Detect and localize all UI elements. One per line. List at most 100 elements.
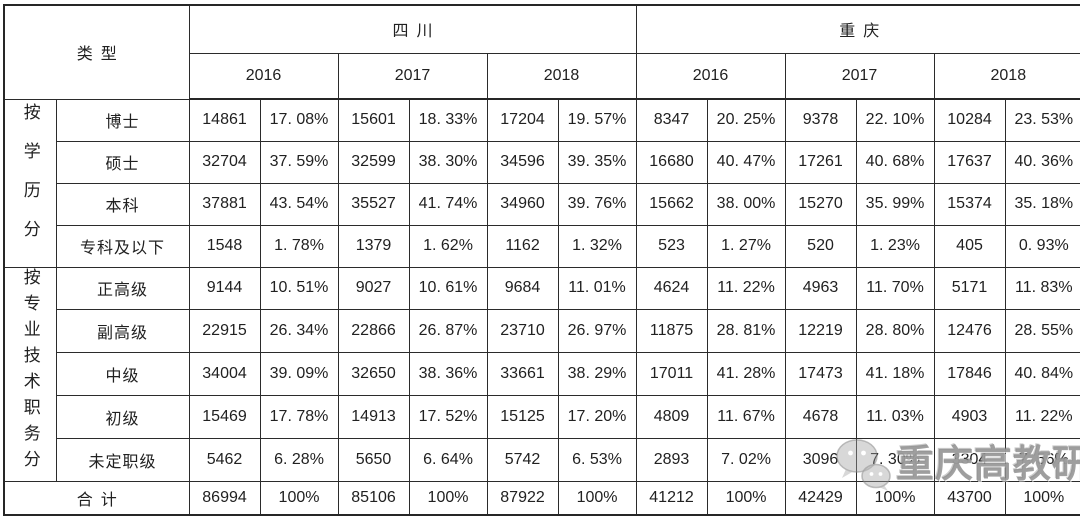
table-row-associate-below: 专科及以下 1548 1. 78% 1379 1. 62% 1162 1. 32… <box>4 224 1080 268</box>
data-cell: 7. 56% <box>1004 437 1080 482</box>
column-header-year: 2017 <box>337 52 488 100</box>
data-cell: 5171 <box>933 266 1006 311</box>
data-cell: 87922 <box>486 480 559 516</box>
data-cell: 6. 64% <box>408 437 488 482</box>
data-cell: 9684 <box>486 266 559 311</box>
data-cell: 35527 <box>337 182 410 226</box>
column-header-year: 2018 <box>486 52 637 100</box>
data-cell: 100% <box>706 480 786 516</box>
row-label: 硕士 <box>55 140 190 184</box>
data-cell: 26. 87% <box>408 309 488 354</box>
data-cell: 41212 <box>635 480 708 516</box>
data-cell: 1. 62% <box>408 224 488 268</box>
row-group-professional-rank: 按专业技术职务分 <box>3 266 57 482</box>
row-label: 中级 <box>55 352 190 396</box>
data-cell: 15601 <box>337 98 410 142</box>
data-cell: 28. 81% <box>706 309 786 354</box>
data-cell: 38. 30% <box>408 140 488 184</box>
data-cell: 42429 <box>784 480 857 516</box>
data-cell: 38. 00% <box>706 182 786 226</box>
data-cell: 0. 93% <box>1004 224 1080 268</box>
data-cell: 1. 23% <box>855 224 935 268</box>
data-cell: 41. 74% <box>408 182 488 226</box>
data-cell: 1548 <box>188 224 261 268</box>
header-row-regions: 类型 四川 重庆 <box>3 4 1080 100</box>
data-cell: 26. 97% <box>557 309 637 354</box>
data-cell: 11. 83% <box>1004 266 1080 311</box>
data-cell: 37881 <box>188 182 261 226</box>
table-row-total: 合计 86994 100% 85106 100% 87922 100% 4121… <box>3 480 1080 516</box>
data-cell: 11. 22% <box>706 266 786 311</box>
data-cell: 28. 55% <box>1004 309 1080 354</box>
data-cell: 8347 <box>635 98 708 142</box>
row-label: 专科及以下 <box>55 224 190 268</box>
data-cell: 9027 <box>337 266 410 311</box>
data-cell: 100% <box>1004 480 1080 516</box>
data-cell: 100% <box>408 480 488 516</box>
data-cell: 41. 28% <box>706 352 786 396</box>
row-group-label: 按专业技术职务分 <box>20 267 40 476</box>
data-cell: 405 <box>933 224 1006 268</box>
data-cell: 17. 78% <box>259 394 339 439</box>
data-cell: 23710 <box>486 309 559 354</box>
table-row-senior-full: 按专业技术职务分 正高级 9144 10. 51% 9027 10. 61% 9… <box>3 266 1080 482</box>
row-label: 博士 <box>55 98 190 142</box>
data-cell: 15469 <box>188 394 261 439</box>
data-cell: 17. 52% <box>408 394 488 439</box>
data-cell: 523 <box>635 224 708 268</box>
data-cell: 10. 51% <box>259 266 339 311</box>
data-cell: 15270 <box>784 182 857 226</box>
table-row-junior: 初级 15469 17. 78% 14913 17. 52% 15125 17.… <box>4 394 1080 439</box>
row-group-label: 按学历分 <box>20 102 40 259</box>
data-cell: 17204 <box>486 98 559 142</box>
data-cell: 18. 33% <box>408 98 488 142</box>
data-cell: 9144 <box>188 266 261 311</box>
data-cell: 100% <box>557 480 637 516</box>
table-row-intermediate: 中级 34004 39. 09% 32650 38. 36% 33661 38.… <box>4 352 1080 396</box>
column-header-region-sichuan: 四川 <box>188 4 637 54</box>
data-cell: 39. 35% <box>557 140 637 184</box>
column-header-year: 2018 <box>933 52 1080 100</box>
data-cell: 4624 <box>635 266 708 311</box>
data-cell: 43. 54% <box>259 182 339 226</box>
data-cell: 1. 27% <box>706 224 786 268</box>
column-header-type: 类型 <box>3 4 190 100</box>
data-cell: 11. 67% <box>706 394 786 439</box>
data-cell: 32650 <box>337 352 410 396</box>
data-cell: 15374 <box>933 182 1006 226</box>
data-cell: 11. 22% <box>1004 394 1080 439</box>
data-cell: 23. 53% <box>1004 98 1080 142</box>
data-cell: 17. 20% <box>557 394 637 439</box>
table-row-undetermined: 未定职级 5462 6. 28% 5650 6. 64% 5742 6. 53%… <box>4 437 1080 482</box>
data-cell: 35. 18% <box>1004 182 1080 226</box>
data-cell: 7. 30% <box>855 437 935 482</box>
data-cell: 39. 76% <box>557 182 637 226</box>
data-cell: 38. 29% <box>557 352 637 396</box>
data-cell: 1162 <box>486 224 559 268</box>
data-cell: 11. 03% <box>855 394 935 439</box>
data-cell: 3304 <box>933 437 1006 482</box>
data-cell: 11. 01% <box>557 266 637 311</box>
data-cell: 32599 <box>337 140 410 184</box>
data-cell: 15662 <box>635 182 708 226</box>
data-cell: 22915 <box>188 309 261 354</box>
data-cell: 5462 <box>188 437 261 482</box>
data-cell: 22. 10% <box>855 98 935 142</box>
data-cell: 4963 <box>784 266 857 311</box>
column-header-region-chongqing: 重庆 <box>635 4 1080 54</box>
row-label: 初级 <box>55 394 190 439</box>
data-cell: 17261 <box>784 140 857 184</box>
column-header-year: 2016 <box>635 52 786 100</box>
data-cell: 28. 80% <box>855 309 935 354</box>
data-cell: 22866 <box>337 309 410 354</box>
data-cell: 6. 53% <box>557 437 637 482</box>
table-row-doctor: 按学历分 博士 14861 17. 08% 15601 18. 33% 1720… <box>3 98 1080 268</box>
data-cell: 1. 78% <box>259 224 339 268</box>
data-cell: 17. 08% <box>259 98 339 142</box>
data-cell: 5742 <box>486 437 559 482</box>
data-cell: 85106 <box>337 480 410 516</box>
data-cell: 12219 <box>784 309 857 354</box>
data-cell: 100% <box>855 480 935 516</box>
data-cell: 16680 <box>635 140 708 184</box>
